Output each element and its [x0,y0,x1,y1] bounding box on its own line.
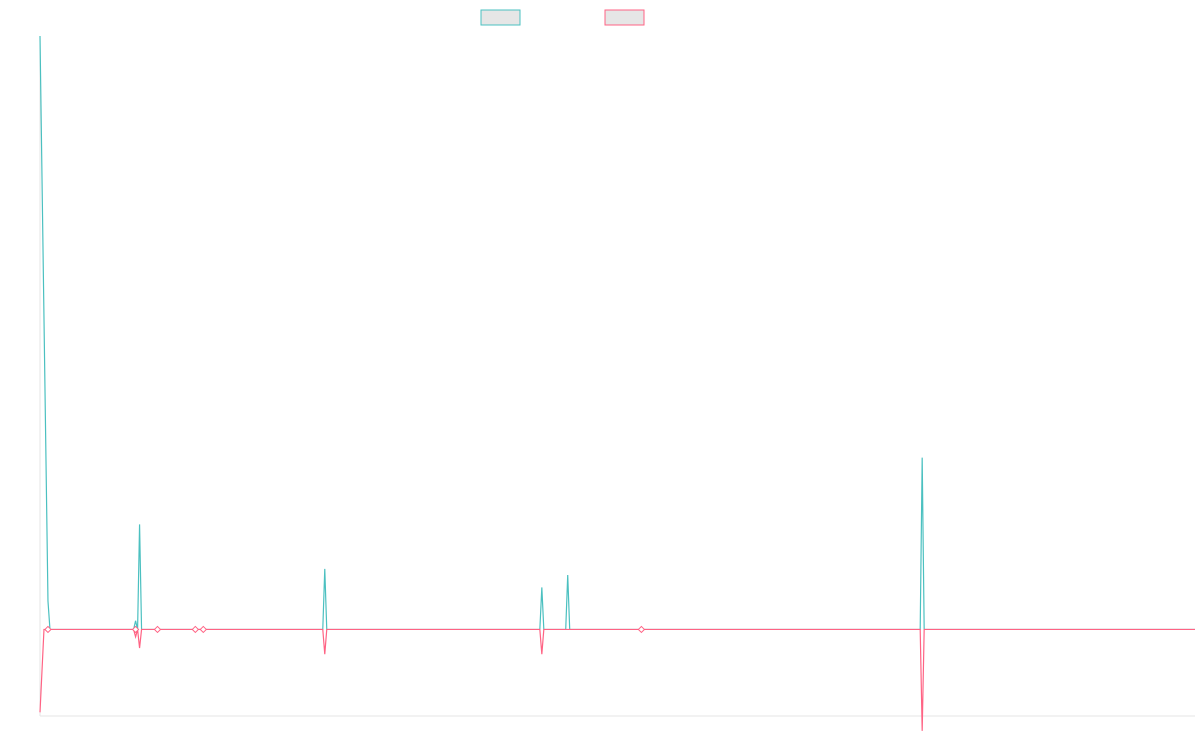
series-2-point-6 [637,625,646,634]
series-2-point-1 [44,625,52,634]
legend [480,9,645,26]
series-2-point-3 [153,625,162,634]
markers-layer [44,625,646,634]
series-2-point-5 [199,625,208,634]
axes [39,36,1195,717]
series-line-1 [39,35,1195,631]
series-layer [39,35,1195,731]
series-2-point-4 [191,625,200,634]
legend-swatch-2 [604,9,645,26]
legend-swatch-1 [480,9,521,26]
series-2-point-2 [131,625,140,634]
